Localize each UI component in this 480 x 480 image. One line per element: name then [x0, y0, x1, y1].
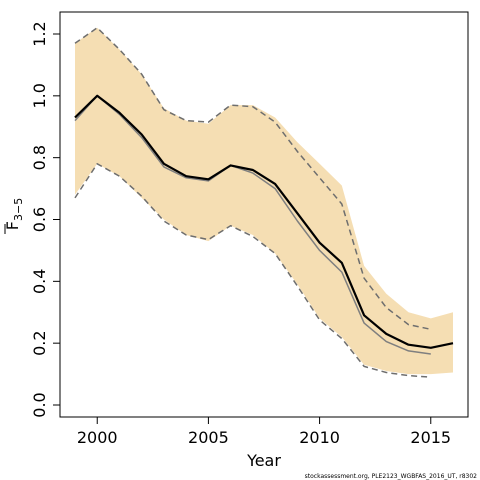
series-line-solid-grey	[74, 95, 431, 355]
y-axis-title-text: F3−5	[3, 198, 25, 230]
x-tick-label-2015: 2015	[410, 428, 451, 447]
y-axis: 0.0 0.2 0.4 0.6 0.8 1.0 1.2	[30, 21, 60, 418]
plot-frame	[59, 11, 469, 418]
footer-credit: stockassessment.org, PLE2123_WGBFAS_2016…	[305, 473, 478, 480]
y-tick-label-1.0: 1.0	[30, 83, 49, 108]
x-tick-label-2010: 2010	[299, 428, 340, 447]
confidence-band-layer	[75, 27, 453, 375]
series-line-solid-black	[74, 94, 454, 349]
series-line-dashed-grey-upper	[74, 27, 431, 331]
y-tick-label-0.8: 0.8	[30, 145, 49, 170]
x-tick-label-2000: 2000	[77, 428, 118, 447]
confidence-band	[75, 27, 453, 375]
series-lines-layer	[74, 27, 454, 378]
y-axis-title-main: F	[3, 221, 22, 230]
x-tick-label-2005: 2005	[188, 428, 229, 447]
x-axis-title: Year	[246, 451, 281, 470]
x-axis: 2000 2005 2010 2015	[77, 417, 451, 447]
y-tick-label-0.0: 0.0	[30, 392, 49, 417]
y-tick-label-0.2: 0.2	[30, 330, 49, 355]
y-axis-title: F3−5	[3, 198, 25, 234]
y-tick-label-0.6: 0.6	[30, 207, 49, 232]
y-tick-label-1.2: 1.2	[30, 21, 49, 46]
y-axis-title-subscript: 3−5	[12, 198, 25, 221]
y-tick-label-0.4: 0.4	[30, 269, 49, 294]
